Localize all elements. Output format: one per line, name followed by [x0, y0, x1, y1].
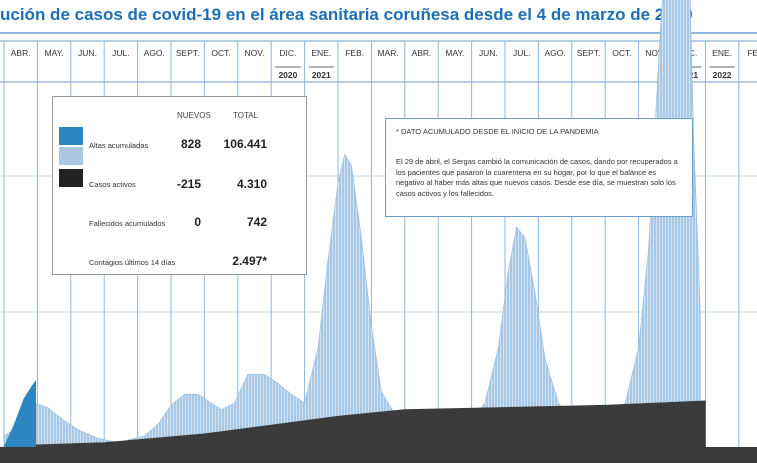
month-label: DIC.	[279, 48, 296, 58]
summary-panel: NUEVOS TOTAL Altas acumuladas 828 106.44…	[52, 96, 307, 275]
month-label: FEB.	[345, 48, 364, 58]
month-label: JUN.	[78, 48, 97, 58]
year-label: 2020	[278, 70, 297, 80]
note-body: El 29 de abril, el Sergas cambió la comu…	[396, 157, 678, 198]
month-label: MAR.	[377, 48, 398, 58]
month-label: ABR.	[11, 48, 31, 58]
month-label: OCT.	[211, 48, 230, 58]
month-label: JUL.	[513, 48, 530, 58]
row-total-activos: 4.310	[236, 177, 267, 191]
month-label: OCT.	[612, 48, 631, 58]
month-labels: ABR. MAY. JUN. JUL. AGO. SEPT. OCT. NOV. DIC. ENE…	[11, 48, 757, 58]
month-label: AGO.	[144, 48, 165, 58]
row-nuevos-altas: 828	[180, 137, 201, 151]
chart-title: ución de casos de covid-19 en el área sa…	[0, 5, 693, 24]
month-label: NOV.	[645, 48, 665, 58]
row-label-altas: Altas acumuladas	[89, 141, 149, 150]
month-label: MAY.	[45, 48, 64, 58]
area-series-activos	[3, 400, 706, 448]
month-label: AGO.	[544, 48, 565, 58]
year-label: 2022	[713, 70, 732, 80]
month-label: JUL.	[112, 48, 129, 58]
baseline-strip	[0, 447, 757, 463]
note-heading: * DATO ACUMULADO DESDE EL INICIO DE LA P…	[396, 127, 599, 136]
month-label: JUN.	[479, 48, 498, 58]
month-label: FEB	[747, 48, 757, 58]
row-nuevos-fallecidos: 0	[194, 215, 201, 229]
month-label: ENE.	[311, 48, 331, 58]
row-nuevos-activos: -215	[176, 177, 201, 191]
swatch-altas-inicio	[59, 127, 83, 145]
month-label: NOV.	[244, 48, 264, 58]
month-label: MAY.	[445, 48, 464, 58]
row-total-altas: 106.441	[223, 137, 267, 151]
note-box: * DATO ACUMULADO DESDE EL INICIO DE LA P…	[385, 118, 693, 217]
row-label-fallecidos: Fallecidos acumulados	[89, 219, 166, 228]
row-total-fallecidos: 742	[246, 215, 267, 229]
month-label: SEPT.	[176, 48, 200, 58]
month-label: SEPT.	[577, 48, 601, 58]
month-label: ABR.	[412, 48, 432, 58]
col-header-nuevos: NUEVOS	[177, 111, 211, 120]
swatch-activos	[59, 169, 83, 187]
row-label-contagios: Contagios últimos 14 días	[89, 258, 176, 267]
month-label: ENE.	[712, 48, 732, 58]
year-label: 2021	[312, 70, 331, 80]
row-total-contagios: 2.497*	[232, 254, 267, 268]
row-label-activos: Casos activos	[89, 180, 136, 189]
area-series-altas-inicio	[3, 380, 36, 448]
col-header-total: TOTAL	[233, 111, 259, 120]
swatch-altas	[59, 147, 83, 165]
